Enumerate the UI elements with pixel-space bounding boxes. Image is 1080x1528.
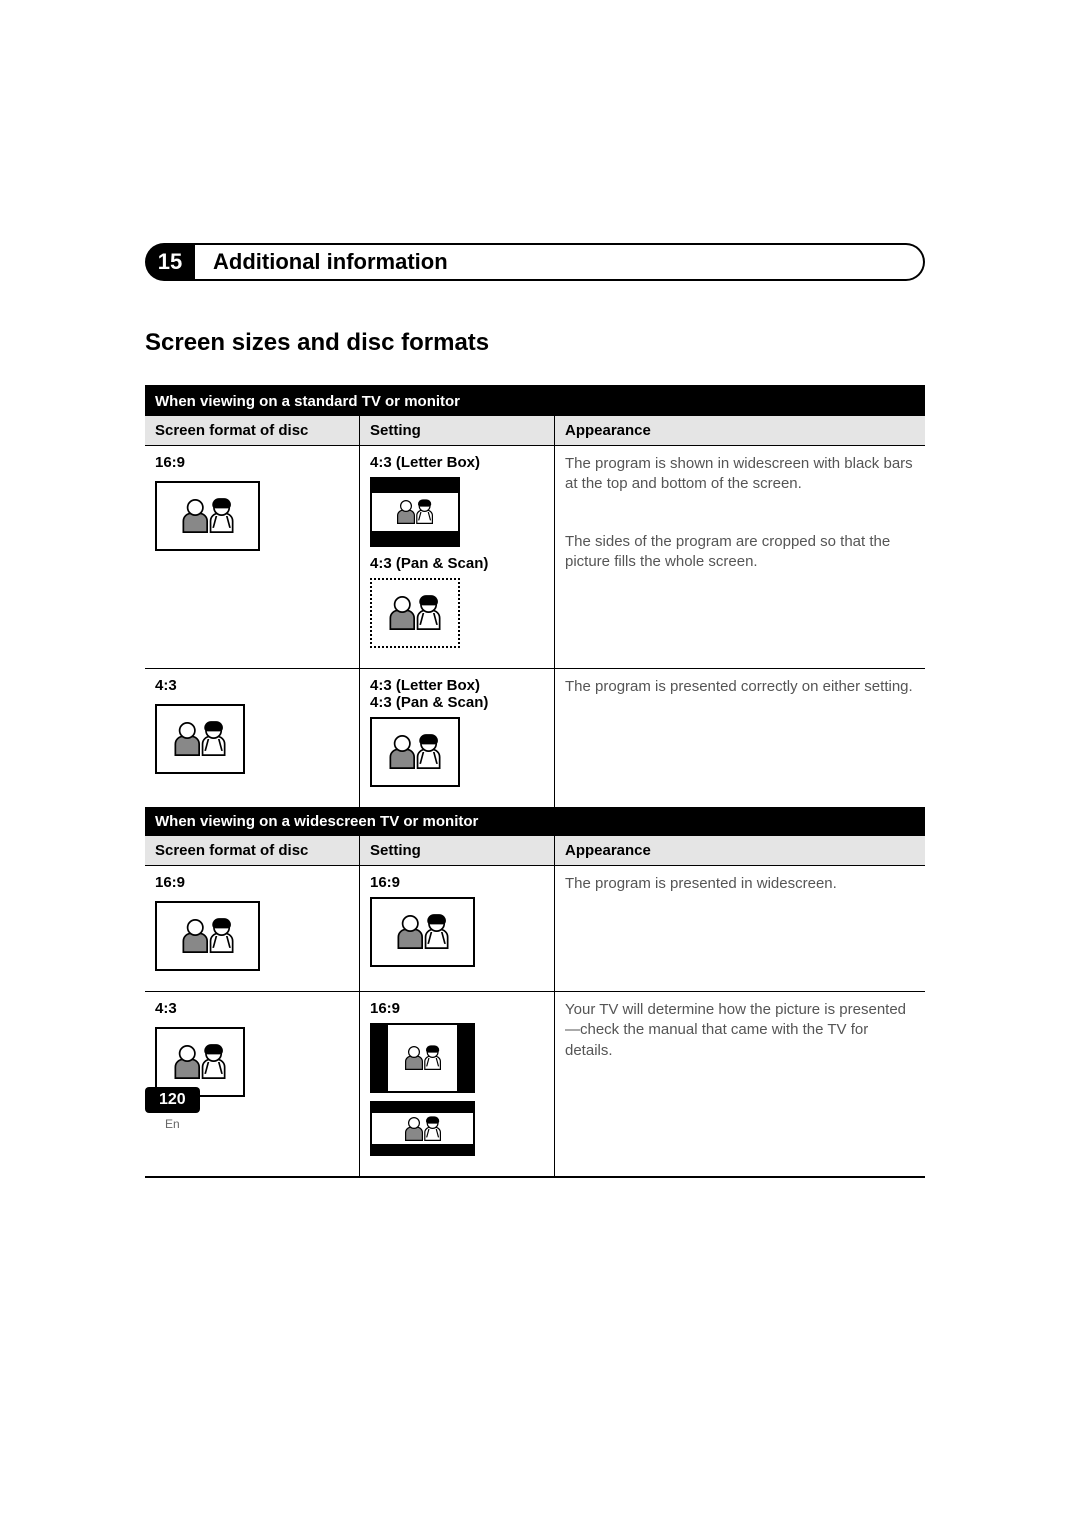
format-label: 4:3 (155, 677, 349, 694)
language-code: En (145, 1117, 200, 1131)
setting-label: 16:9 (370, 1000, 544, 1017)
setting-cell: 16:9 (360, 866, 555, 991)
table2-h1: Screen format of disc (145, 836, 360, 865)
thumb-letterbox-wide-icon (370, 1101, 475, 1156)
table2-band: When viewing on a widescreen TV or monit… (145, 807, 925, 836)
thumb-pillarbox-icon (370, 1023, 475, 1093)
table-row: 4:3 16:9 Your TV will determine how the … (145, 991, 925, 1176)
format-cell: 16:9 (145, 866, 360, 991)
thumb-16x9-icon (155, 901, 260, 971)
appearance-text: Your TV will determine how the picture i… (565, 1000, 915, 1061)
setting-cell: 16:9 (360, 992, 555, 1176)
appearance-cell: The program is presented in widescreen. (555, 866, 925, 991)
thumb-16x9-icon (155, 481, 260, 551)
section-title: Screen sizes and disc formats (145, 329, 925, 357)
table1-header-row: Screen format of disc Setting Appearance (145, 416, 925, 445)
format-cell: 16:9 (145, 446, 360, 668)
thumb-16x9-icon (370, 897, 475, 967)
format-cell: 4:3 (145, 669, 360, 807)
format-label: 16:9 (155, 874, 349, 891)
chapter-header: 15 Additional information (145, 243, 925, 281)
format-label: 16:9 (155, 454, 349, 471)
format-label: 4:3 (155, 1000, 349, 1017)
bottom-rule (145, 1176, 925, 1178)
appearance-text: The program is presented correctly on ei… (565, 677, 915, 697)
appearance-text: The program is presented in widescreen. (565, 874, 915, 894)
appearance-cell: Your TV will determine how the picture i… (555, 992, 925, 1176)
table1-h1: Screen format of disc (145, 416, 360, 445)
page-number-badge: 120 (145, 1087, 200, 1113)
table-row: 16:9 16:9 The program is presented in wi… (145, 865, 925, 991)
setting-label: 16:9 (370, 874, 544, 891)
thumb-4x3-icon (155, 704, 245, 774)
chapter-number-badge: 15 (145, 243, 195, 281)
setting-cell: 4:3 (Letter Box) 4:3 (Pan & Scan) (360, 669, 555, 807)
table1-h3: Appearance (555, 416, 925, 445)
table2-h3: Appearance (555, 836, 925, 865)
thumb-panscan-icon (370, 578, 460, 648)
setting-label: 4:3 (Letter Box) 4:3 (Pan & Scan) (370, 677, 544, 711)
table-row: 16:9 4:3 (Letter Box) 4:3 (Pan & Scan) T… (145, 445, 925, 668)
table1-band: When viewing on a standard TV or monitor (145, 387, 925, 416)
setting-label: 4:3 (Pan & Scan) (370, 555, 544, 572)
table2-header-row: Screen format of disc Setting Appearance (145, 836, 925, 865)
table2-h2: Setting (360, 836, 555, 865)
table1-h2: Setting (360, 416, 555, 445)
format-cell: 4:3 (145, 992, 360, 1176)
appearance-cell: The program is presented correctly on ei… (555, 669, 925, 807)
setting-label: 4:3 (Letter Box) (370, 454, 544, 471)
thumb-letterbox-icon (370, 477, 460, 547)
table-row: 4:3 4:3 (Letter Box) 4:3 (Pan & Scan) Th… (145, 668, 925, 807)
appearance-cell: The program is shown in widescreen with … (555, 446, 925, 668)
page-footer: 120 En (145, 1087, 200, 1131)
setting-cell: 4:3 (Letter Box) 4:3 (Pan & Scan) (360, 446, 555, 668)
appearance-text: The program is shown in widescreen with … (565, 454, 915, 532)
thumb-4x3-icon (370, 717, 460, 787)
appearance-text: The sides of the program are cropped so … (565, 532, 915, 573)
chapter-title: Additional information (195, 243, 925, 281)
